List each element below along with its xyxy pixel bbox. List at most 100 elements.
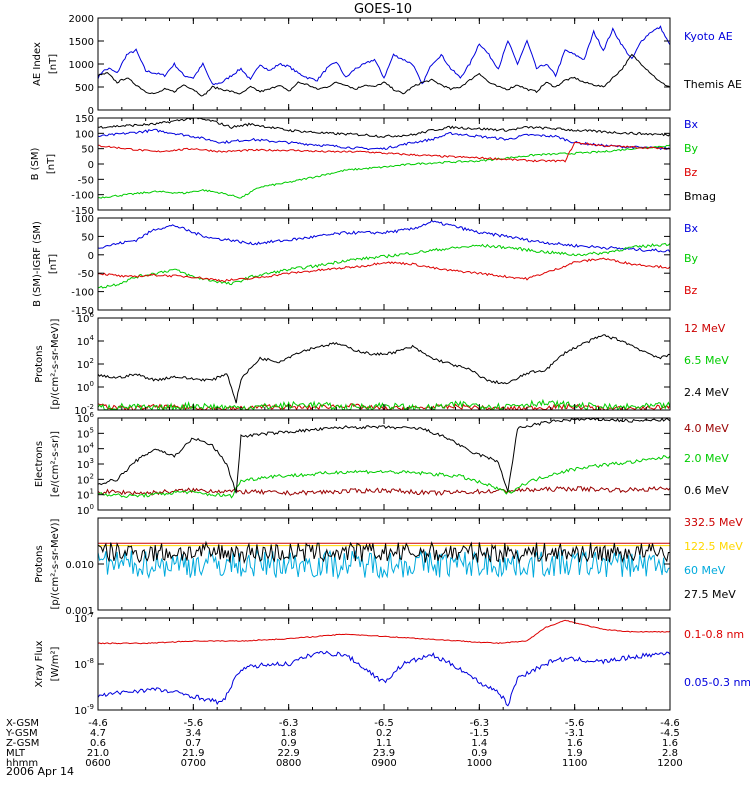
ytick-label: 1000 (69, 60, 94, 71)
series-line-ae-1 (98, 53, 670, 97)
ytick-label: 105 (77, 426, 94, 440)
ytick-label: 101 (77, 488, 94, 502)
legend-b_igrf-0: Bx (684, 222, 699, 235)
yunit-protons_low: [p/(cm²-s-sr-MeV)] (50, 318, 61, 409)
xrow-value: -6.5 (374, 718, 394, 729)
legend-xray-0: 0.1-0.8 nm (684, 628, 744, 641)
series-line-b_sm-2 (98, 141, 670, 163)
xrow-value: 2.8 (662, 748, 678, 759)
series-line-protons_low-2 (98, 334, 670, 404)
xrow-label: MLT (6, 748, 26, 759)
xrow-value: 1.9 (567, 748, 583, 759)
legend-protons_low-2: 2.4 MeV (684, 386, 729, 399)
series-line-b_igrf-1 (98, 242, 670, 289)
panel-frame (97, 417, 671, 511)
legend-protons_low-1: 6.5 MeV (684, 354, 729, 367)
ytick-label: 10-2 (74, 403, 94, 417)
ytick-label: -150 (71, 206, 94, 217)
xrow-value: -6.3 (470, 718, 490, 729)
panel-xray: 0.1-0.8 nm 0.05-0.3 nm 10-9 10-8 10-7 Xray Fl… (34, 611, 750, 717)
ytick-label: 0 (88, 251, 94, 262)
legend-ae-1: Themis AE (683, 78, 742, 91)
xrow-value: -4.6 (88, 718, 108, 729)
series-group (98, 219, 670, 289)
legend-b_igrf-2: Bz (684, 284, 698, 297)
panel-frame (97, 617, 671, 711)
xrow-value: 1000 (467, 758, 492, 769)
ylabel-protons_high: Protons (34, 545, 45, 582)
xrow-value: 1.6 (567, 738, 583, 749)
ytick-label: 102 (77, 472, 94, 486)
legend-b_igrf-1: By (684, 252, 699, 265)
xrow-value: 1200 (657, 758, 682, 769)
xrow-value: 21.0 (87, 748, 109, 759)
ytick-label: 106 (77, 311, 95, 325)
date-label: 2006 Apr 14 (6, 765, 74, 778)
series-line-xray-1 (98, 650, 670, 707)
xrow-value: 0.2 (376, 728, 392, 739)
xrow-value: -4.6 (660, 718, 680, 729)
xrow-value: 1.4 (471, 738, 487, 749)
ytick-label: 103 (77, 457, 94, 471)
ytick-label: 100 (77, 503, 94, 517)
ytick-label: 100 (77, 380, 94, 394)
ytick-label: 0 (88, 106, 94, 117)
series-group (98, 334, 670, 410)
ytick-label: 50 (81, 232, 94, 243)
series-line-b_igrf-2 (98, 257, 670, 283)
series-line-b_sm-1 (98, 144, 670, 199)
series-group (98, 118, 670, 199)
xrow-value: -6.3 (279, 718, 299, 729)
ytick-label: 10-9 (74, 703, 94, 717)
ylabel-electrons: Electrons (34, 441, 45, 487)
panel-protons_high: 332.5 MeV 122.5 MeV 60 MeV 27.5 MeV 0.001 0.0… (34, 516, 743, 617)
ytick-label: 104 (77, 442, 95, 456)
series-line-b_igrf-0 (98, 219, 670, 253)
x-axis-table: X-GSM -4.6 -5.6 -6.3 -6.5 -6.3 -5.6 -4.6 Y-GSM 4.… (5, 718, 683, 769)
xrow-value: 0700 (181, 758, 206, 769)
series-line-electrons-0 (98, 486, 670, 497)
series-line-protons_high-2 (98, 548, 670, 580)
ytick-label: 106 (77, 411, 95, 425)
series-line-ae-0 (98, 25, 670, 86)
ytick-label: -100 (71, 288, 94, 299)
yunit-b_igrf: [nT] (48, 254, 59, 274)
xrow-value: -5.6 (565, 718, 585, 729)
xrow-value: 0600 (85, 758, 110, 769)
legend-protons_high-2: 60 MeV (684, 564, 726, 577)
xrow-value: -4.5 (660, 728, 680, 739)
legend-b_sm-0: Bx (684, 118, 699, 131)
ytick-label: -50 (78, 269, 94, 280)
xrow-value: 0.9 (281, 738, 297, 749)
xrow-label: X-GSM (6, 718, 39, 729)
xrow-value: 4.7 (90, 728, 106, 739)
ytick-label: 2000 (69, 14, 94, 25)
ytick-label: 0.010 (65, 560, 94, 571)
legend-electrons-0: 4.0 MeV (684, 422, 729, 435)
series-line-protons_high-3 (98, 540, 670, 565)
panel-ae: Kyoto AE Themis AE 0 500 1000 1500 2000 AE Inde… (32, 14, 742, 117)
ytick-label: 0.001 (65, 606, 94, 617)
xrow-value: 0900 (371, 758, 396, 769)
xrow-value: 3.4 (185, 728, 201, 739)
panel-frame (97, 17, 671, 111)
ylabel-ae: AE Index (32, 42, 43, 86)
series-line-electrons-1 (98, 454, 670, 499)
xrow-value: -3.1 (565, 728, 585, 739)
xrow-value: 1100 (562, 758, 587, 769)
legend-xray-1: 0.05-0.3 nm (684, 676, 750, 689)
series-group (98, 619, 670, 707)
panel-frame (97, 317, 671, 411)
ylabel-b_igrf: B (SM)-IGRF (SM) (32, 221, 43, 307)
panel-frame (97, 117, 671, 211)
ytick-label: 50 (81, 145, 94, 156)
panel-b_igrf: Bx By Bz -150 -100 -50 0 50 100 B (SM)-IGRF (SM) [… (32, 214, 699, 317)
panel-b_sm: Bx By Bz Bmag -150 -100 -50 0 50 100 150 B (SM) [nT] (30, 114, 716, 217)
legend-electrons-1: 2.0 MeV (684, 452, 729, 465)
xrow-value: 22.9 (278, 748, 300, 759)
yunit-electrons: [e/(cm²-s-sr)] (50, 431, 61, 497)
xrow-value: 1.1 (376, 738, 392, 749)
legend-protons_high-3: 27.5 MeV (684, 588, 736, 601)
yunit-ae: [nT] (48, 54, 59, 74)
